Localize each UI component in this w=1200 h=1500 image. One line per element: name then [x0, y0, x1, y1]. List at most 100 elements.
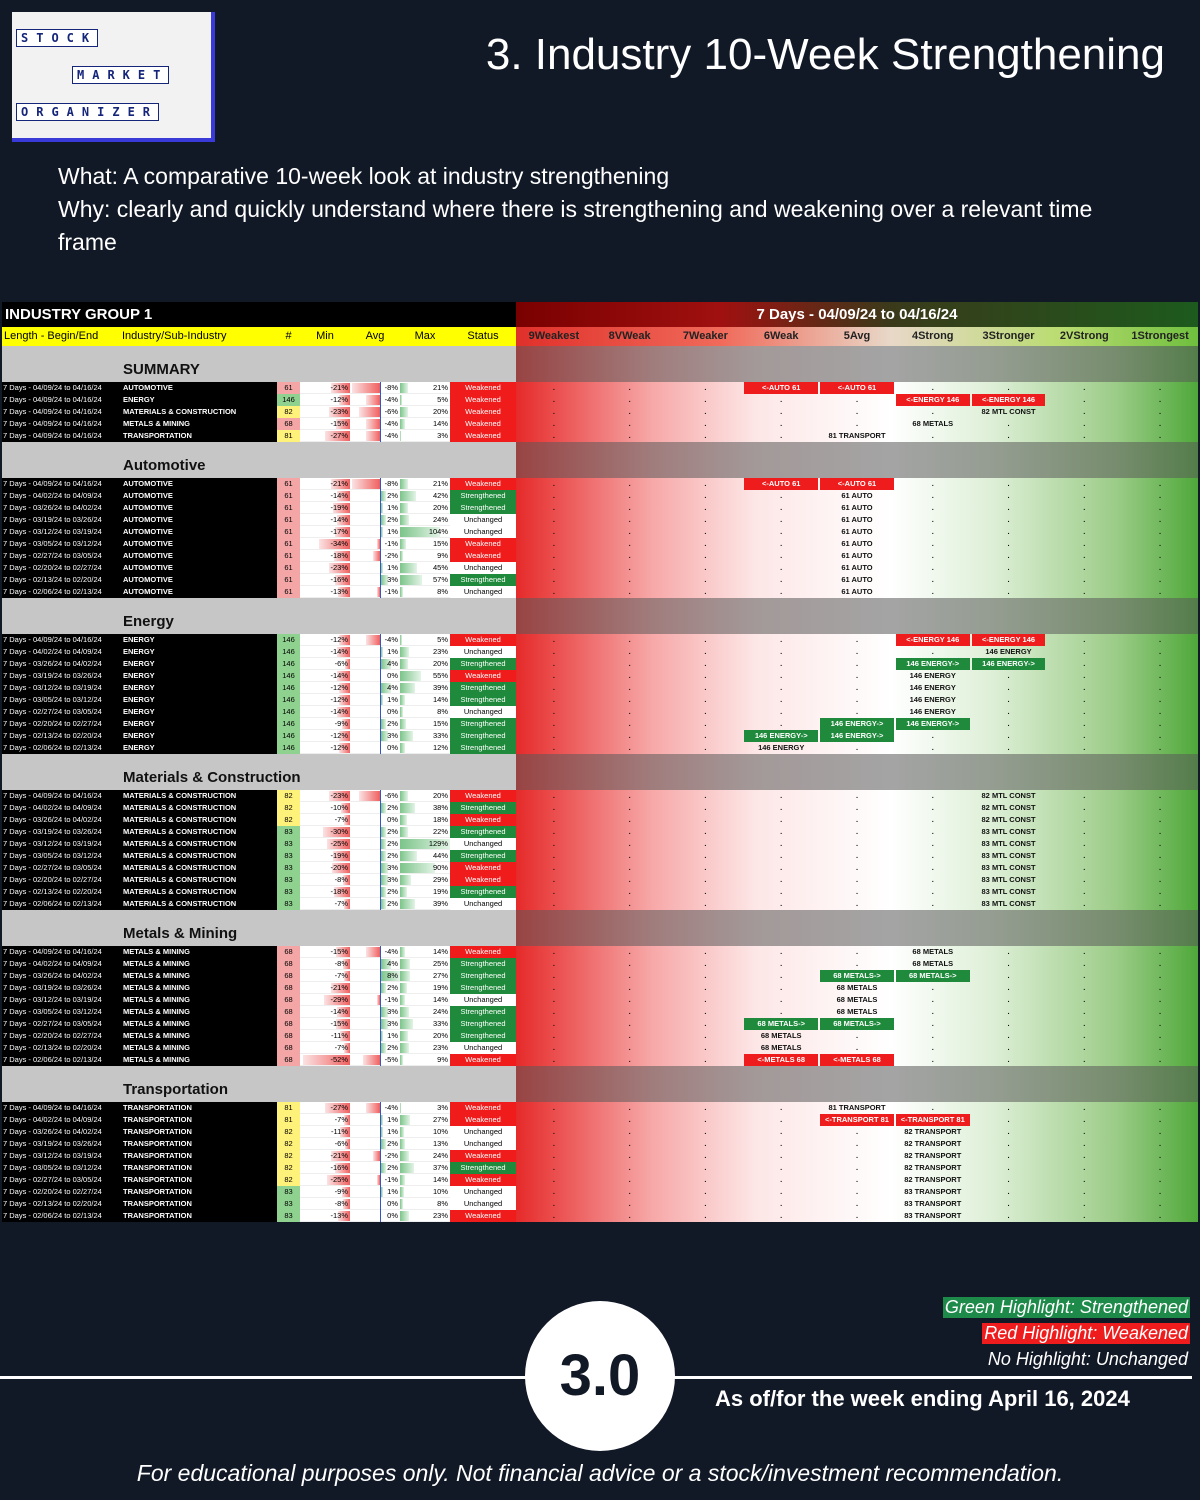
level-cell: . — [855, 899, 859, 908]
data-bar — [400, 995, 406, 1005]
level-header: 5Avg — [843, 330, 871, 342]
level-cell: 82 TRANSPORT — [904, 1139, 962, 1148]
stat-cell-bg — [400, 658, 450, 670]
stat-value: -9% — [334, 1187, 348, 1196]
stat-cell-bg — [300, 682, 350, 694]
level-cell: . — [552, 743, 555, 752]
level-cell: . — [1083, 995, 1086, 1004]
level-cell: . — [1159, 551, 1162, 560]
stat-value: -14% — [330, 671, 348, 680]
level-cell: . — [1159, 731, 1162, 740]
level-cell: . — [1159, 959, 1162, 968]
section-title: SUMMARY — [123, 361, 200, 378]
data-bar — [327, 1175, 350, 1185]
level-cell: . — [552, 1103, 555, 1112]
industry: MATERIALS & CONSTRUCTION — [120, 790, 277, 802]
status: Unchanged — [450, 526, 516, 538]
section-title: Automotive — [123, 457, 206, 474]
stat-cell-bg — [400, 958, 450, 970]
stat-value: -23% — [330, 791, 348, 800]
stat-cell-bg — [400, 406, 450, 418]
stat-cell-bg — [400, 1030, 450, 1042]
stat-value: 0% — [387, 743, 398, 752]
count: 81 — [277, 1114, 300, 1126]
level-cell: . — [552, 1151, 555, 1160]
period: 7 Days - 04/09/24 to 04/16/24 — [2, 418, 120, 430]
data-bar — [359, 407, 380, 417]
level-cell: . — [931, 815, 934, 824]
level-cell: . — [1007, 1043, 1010, 1052]
level-cell: . — [931, 791, 934, 800]
level-cell: 61 AUTO — [841, 575, 873, 584]
level-cell: . — [1083, 1211, 1086, 1220]
level-cell: . — [780, 1127, 783, 1136]
count: 83 — [277, 838, 300, 850]
industry: METALS & MINING — [120, 994, 277, 1006]
level-cell: . — [628, 947, 631, 956]
avg-axis — [380, 982, 381, 994]
status: Weakened — [450, 478, 516, 490]
period: 7 Days - 04/02/24 to 04/09/24 — [2, 646, 120, 658]
level-cell: <-AUTO 61 — [820, 478, 894, 490]
level-cell: 146 ENERGY — [909, 695, 956, 704]
stat-cell-bg — [350, 586, 400, 598]
stat-value: -8% — [334, 1199, 348, 1208]
level-cell: . — [855, 419, 859, 428]
period: 7 Days - 04/02/24 to 04/09/24 — [2, 958, 120, 970]
stat-value: -7% — [334, 815, 348, 824]
stat-value: -4% — [384, 1103, 398, 1112]
level-cell: 68 METALS-> — [820, 970, 894, 982]
data-bar — [376, 995, 380, 1005]
stat-value: 104% — [428, 527, 448, 536]
stat-value: -1% — [384, 995, 398, 1004]
data-bar — [343, 971, 350, 981]
level-cell: . — [855, 791, 859, 800]
level-cell: . — [552, 1019, 555, 1028]
status: Weakened — [450, 550, 516, 562]
stat-value: 27% — [432, 971, 448, 980]
section-bg — [2, 1066, 516, 1102]
data-bar — [336, 1019, 350, 1029]
level-cell: . — [1007, 683, 1010, 692]
stat-value: -4% — [384, 419, 398, 428]
level-cell: . — [552, 815, 555, 824]
stat-cell-bg — [300, 1210, 350, 1222]
level-cell: 146 ENERGY — [758, 743, 805, 752]
level-cell: . — [1159, 503, 1162, 512]
data-bar — [381, 971, 400, 981]
status: Strengthened — [450, 970, 516, 982]
stat-value: -12% — [330, 695, 348, 704]
level-cell: . — [628, 527, 631, 536]
level-cell: . — [780, 1007, 783, 1016]
data-bar — [400, 1007, 410, 1017]
avg-axis — [380, 646, 381, 658]
period: 7 Days - 02/27/24 to 03/05/24 — [2, 1018, 120, 1030]
level-cell: . — [704, 503, 707, 512]
stat-cell-bg — [300, 1042, 350, 1054]
status: Weakened — [450, 1114, 516, 1126]
data-bar — [400, 1019, 413, 1029]
period: 7 Days - 02/13/24 to 02/20/24 — [2, 886, 120, 898]
data-bar — [337, 515, 350, 525]
stat-value: 20% — [432, 791, 448, 800]
data-bar — [381, 563, 384, 573]
level-cell: . — [780, 875, 783, 884]
stat-cell-bg — [300, 898, 350, 910]
industry: METALS & MINING — [120, 1054, 277, 1066]
level-cell: . — [931, 515, 934, 524]
level-cell: . — [780, 851, 783, 860]
level-cell: . — [628, 959, 631, 968]
stat-value: 24% — [432, 1007, 448, 1016]
level-cell: . — [1007, 1115, 1010, 1124]
level-cell: . — [1007, 1175, 1010, 1184]
level-cell: . — [628, 803, 631, 812]
level-cell: . — [780, 491, 783, 500]
status: Strengthened — [450, 1006, 516, 1018]
industry: AUTOMOTIVE — [120, 490, 277, 502]
level-cell: . — [704, 1199, 707, 1208]
level-cell: . — [552, 695, 555, 704]
level-cell: . — [628, 743, 631, 752]
stat-cell-bg — [400, 1006, 450, 1018]
logo: STOCK MARKET ORGANIZER — [12, 12, 215, 142]
level-cell: . — [628, 887, 631, 896]
